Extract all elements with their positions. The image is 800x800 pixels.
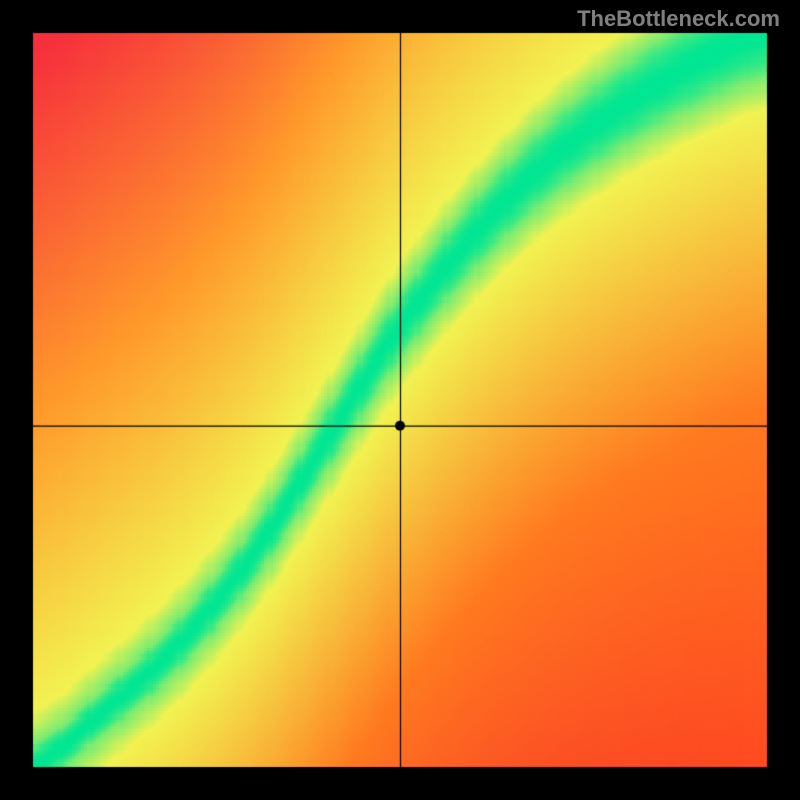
watermark-text: TheBottleneck.com: [577, 6, 780, 32]
bottleneck-heatmap: [0, 0, 800, 800]
